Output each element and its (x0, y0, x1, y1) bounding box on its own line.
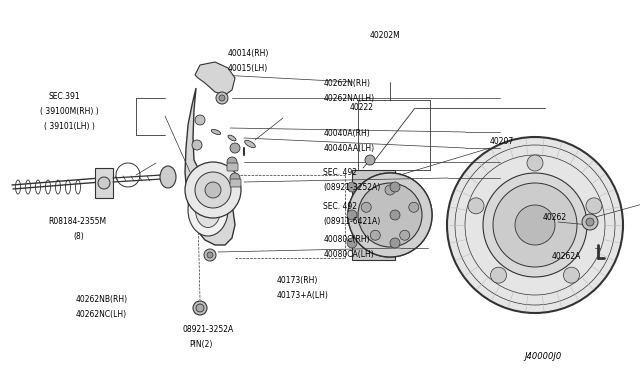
Circle shape (193, 301, 207, 315)
Text: J40000J0: J40000J0 (525, 352, 562, 361)
Circle shape (207, 252, 213, 258)
Text: SEC. 492: SEC. 492 (323, 169, 357, 177)
Circle shape (358, 183, 422, 247)
Circle shape (195, 172, 231, 208)
Circle shape (372, 197, 408, 233)
Circle shape (586, 218, 594, 226)
Text: (08921-3252A): (08921-3252A) (323, 183, 380, 192)
Text: 40262NC(LH): 40262NC(LH) (76, 310, 127, 319)
Circle shape (347, 182, 357, 192)
Text: 40014(RH): 40014(RH) (227, 49, 269, 58)
Text: 40080CA(LH): 40080CA(LH) (323, 250, 374, 259)
Text: 40040A(RH): 40040A(RH) (323, 129, 370, 138)
Text: ( 39100M(RH) ): ( 39100M(RH) ) (40, 107, 99, 116)
Circle shape (382, 207, 398, 223)
Circle shape (390, 210, 400, 220)
Ellipse shape (211, 129, 221, 135)
Text: 40262A: 40262A (552, 252, 581, 261)
Circle shape (365, 155, 375, 165)
Text: 40262: 40262 (543, 213, 567, 222)
Circle shape (195, 115, 205, 125)
Circle shape (185, 162, 241, 218)
Text: SEC. 492: SEC. 492 (323, 202, 357, 211)
Circle shape (230, 143, 240, 153)
Text: PIN(2): PIN(2) (189, 340, 212, 349)
Circle shape (586, 198, 602, 214)
Circle shape (390, 182, 400, 192)
Circle shape (515, 205, 555, 245)
Text: SEC.391: SEC.391 (48, 92, 79, 101)
Circle shape (192, 140, 202, 150)
Text: 40222: 40222 (349, 103, 374, 112)
Text: 40202M: 40202M (370, 31, 401, 40)
Circle shape (371, 230, 380, 240)
Circle shape (219, 95, 225, 101)
Polygon shape (195, 62, 235, 95)
Ellipse shape (195, 192, 221, 228)
Text: 40262NA(LH): 40262NA(LH) (323, 94, 374, 103)
Ellipse shape (160, 166, 176, 188)
Circle shape (409, 202, 419, 212)
Text: 40173(RH): 40173(RH) (276, 276, 318, 285)
Circle shape (348, 173, 432, 257)
Circle shape (390, 238, 400, 248)
Ellipse shape (228, 135, 236, 141)
Text: 40262NB(RH): 40262NB(RH) (76, 295, 127, 304)
Circle shape (563, 267, 579, 283)
Circle shape (361, 202, 371, 212)
Circle shape (348, 173, 432, 257)
Text: R08184-2355M: R08184-2355M (48, 217, 106, 226)
Circle shape (216, 92, 228, 104)
Circle shape (347, 210, 357, 220)
Circle shape (493, 183, 577, 267)
Text: 40040AA(LH): 40040AA(LH) (323, 144, 374, 153)
FancyBboxPatch shape (227, 163, 238, 171)
Polygon shape (185, 88, 235, 245)
Polygon shape (95, 168, 113, 198)
Circle shape (227, 157, 237, 167)
Circle shape (230, 173, 240, 183)
Text: (8): (8) (74, 232, 84, 241)
Circle shape (347, 238, 357, 248)
Text: 40173+A(LH): 40173+A(LH) (276, 291, 328, 300)
Circle shape (527, 155, 543, 171)
Text: 40207: 40207 (490, 137, 514, 146)
Circle shape (204, 249, 216, 261)
Circle shape (490, 267, 506, 283)
Text: 40262N(RH): 40262N(RH) (323, 79, 370, 88)
Ellipse shape (244, 140, 255, 148)
Ellipse shape (188, 184, 228, 236)
Polygon shape (352, 170, 395, 260)
Circle shape (196, 304, 204, 312)
Circle shape (98, 177, 110, 189)
Circle shape (400, 230, 410, 240)
Circle shape (447, 137, 623, 313)
Text: (08911-6421A): (08911-6421A) (323, 217, 380, 226)
Circle shape (385, 185, 395, 195)
Circle shape (582, 214, 598, 230)
Text: ( 39101(LH) ): ( 39101(LH) ) (44, 122, 94, 131)
Text: 08921-3252A: 08921-3252A (182, 325, 234, 334)
FancyBboxPatch shape (230, 179, 241, 187)
Circle shape (483, 173, 587, 277)
Text: 40015(LH): 40015(LH) (227, 64, 268, 73)
Text: 40080C(RH): 40080C(RH) (323, 235, 370, 244)
Circle shape (358, 183, 422, 247)
Circle shape (468, 198, 484, 214)
Circle shape (205, 182, 221, 198)
